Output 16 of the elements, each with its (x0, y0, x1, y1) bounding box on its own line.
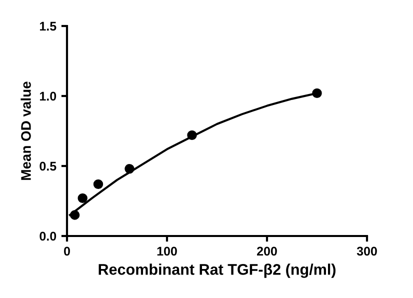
point (78, 193, 88, 204)
y-tick-label: 1.0 (40, 92, 56, 101)
point (312, 88, 322, 98)
y-tick-label: 1.5 (40, 22, 56, 31)
y-tick-label: 0.5 (40, 162, 56, 171)
x-axis-title: Recombinant Rat TGF-β2 (ng/ml) (98, 264, 336, 278)
point (70, 210, 80, 220)
x-tick-label: 100 (157, 246, 177, 256)
y-axis-title: Mean OD value (20, 82, 31, 180)
point (124, 164, 134, 174)
x-tick-label: 200 (257, 246, 277, 256)
x-tick-label: 0 (64, 246, 70, 256)
point (187, 130, 197, 140)
y-tick-label: 0.0 (40, 232, 56, 241)
x-tick-label: 300 (356, 246, 377, 256)
point (93, 179, 104, 190)
